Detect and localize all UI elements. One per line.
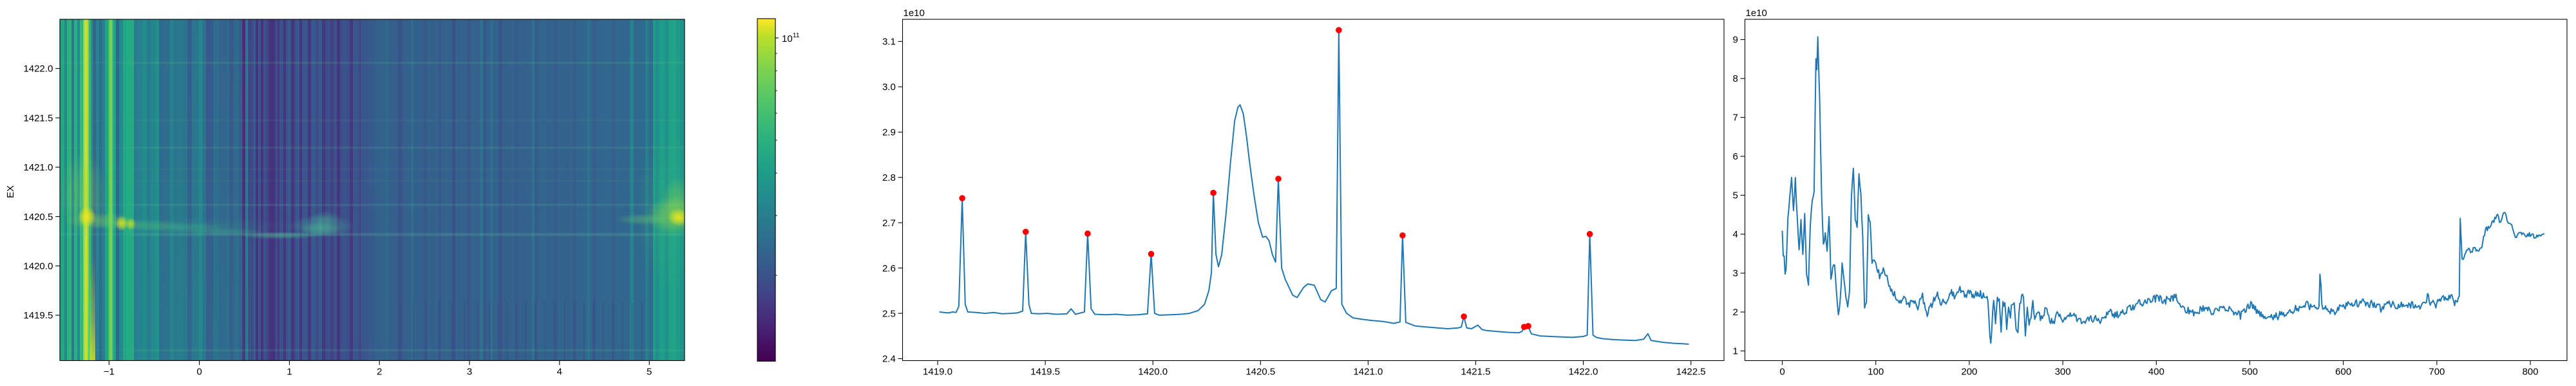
svg-text:1420.0: 1420.0 (1138, 367, 1168, 378)
svg-text:0: 0 (196, 367, 202, 378)
svg-text:3: 3 (1732, 268, 1738, 279)
svg-text:2.6: 2.6 (882, 263, 896, 274)
svg-text:800: 800 (2523, 367, 2539, 378)
svg-text:1421.5: 1421.5 (1461, 367, 1491, 378)
svg-text:1422.0: 1422.0 (23, 64, 53, 75)
svg-text:9: 9 (1732, 35, 1738, 46)
svg-text:0: 0 (1779, 367, 1785, 378)
svg-text:500: 500 (2242, 367, 2258, 378)
svg-text:3.0: 3.0 (882, 82, 896, 93)
svg-text:300: 300 (2055, 367, 2071, 378)
svg-text:1422.0: 1422.0 (1569, 367, 1598, 378)
svg-text:1: 1 (287, 367, 292, 378)
svg-text:4: 4 (1732, 229, 1738, 240)
svg-text:400: 400 (2148, 367, 2164, 378)
svg-text:6: 6 (1732, 151, 1738, 162)
svg-text:1422.5: 1422.5 (1676, 367, 1706, 378)
svg-text:1420.5: 1420.5 (23, 212, 53, 223)
svg-text:EX: EX (5, 185, 16, 198)
svg-text:4: 4 (557, 367, 562, 378)
svg-text:1420.0: 1420.0 (23, 261, 53, 272)
svg-text:1419.5: 1419.5 (23, 310, 53, 321)
svg-text:2.4: 2.4 (882, 354, 896, 365)
svg-text:1421.0: 1421.0 (1353, 367, 1383, 378)
svg-text:2.8: 2.8 (882, 172, 896, 183)
svg-text:5: 5 (1732, 190, 1738, 201)
svg-text:700: 700 (2429, 367, 2445, 378)
svg-text:3.1: 3.1 (882, 37, 896, 48)
svg-text:1e10: 1e10 (904, 8, 925, 19)
svg-text:2.7: 2.7 (882, 217, 896, 228)
svg-text:2: 2 (1732, 307, 1738, 318)
svg-text:1419.0: 1419.0 (923, 367, 952, 378)
svg-text:1e10: 1e10 (1746, 8, 1767, 19)
svg-text:2.9: 2.9 (882, 127, 896, 138)
svg-text:100: 100 (1868, 367, 1884, 378)
svg-text:1420.5: 1420.5 (1245, 367, 1275, 378)
svg-text:3: 3 (467, 367, 472, 378)
svg-text:7: 7 (1732, 113, 1738, 124)
svg-text:1: 1 (1732, 346, 1738, 357)
svg-text:−1: −1 (104, 367, 115, 378)
svg-text:8: 8 (1732, 73, 1738, 84)
svg-text:1421.0: 1421.0 (23, 162, 53, 173)
svg-text:600: 600 (2335, 367, 2351, 378)
svg-text:2.5: 2.5 (882, 308, 896, 319)
svg-text:5: 5 (647, 367, 652, 378)
svg-text:200: 200 (1961, 367, 1977, 378)
svg-text:1421.5: 1421.5 (23, 113, 53, 124)
svg-text:1419.5: 1419.5 (1030, 367, 1060, 378)
svg-text:2: 2 (377, 367, 382, 378)
